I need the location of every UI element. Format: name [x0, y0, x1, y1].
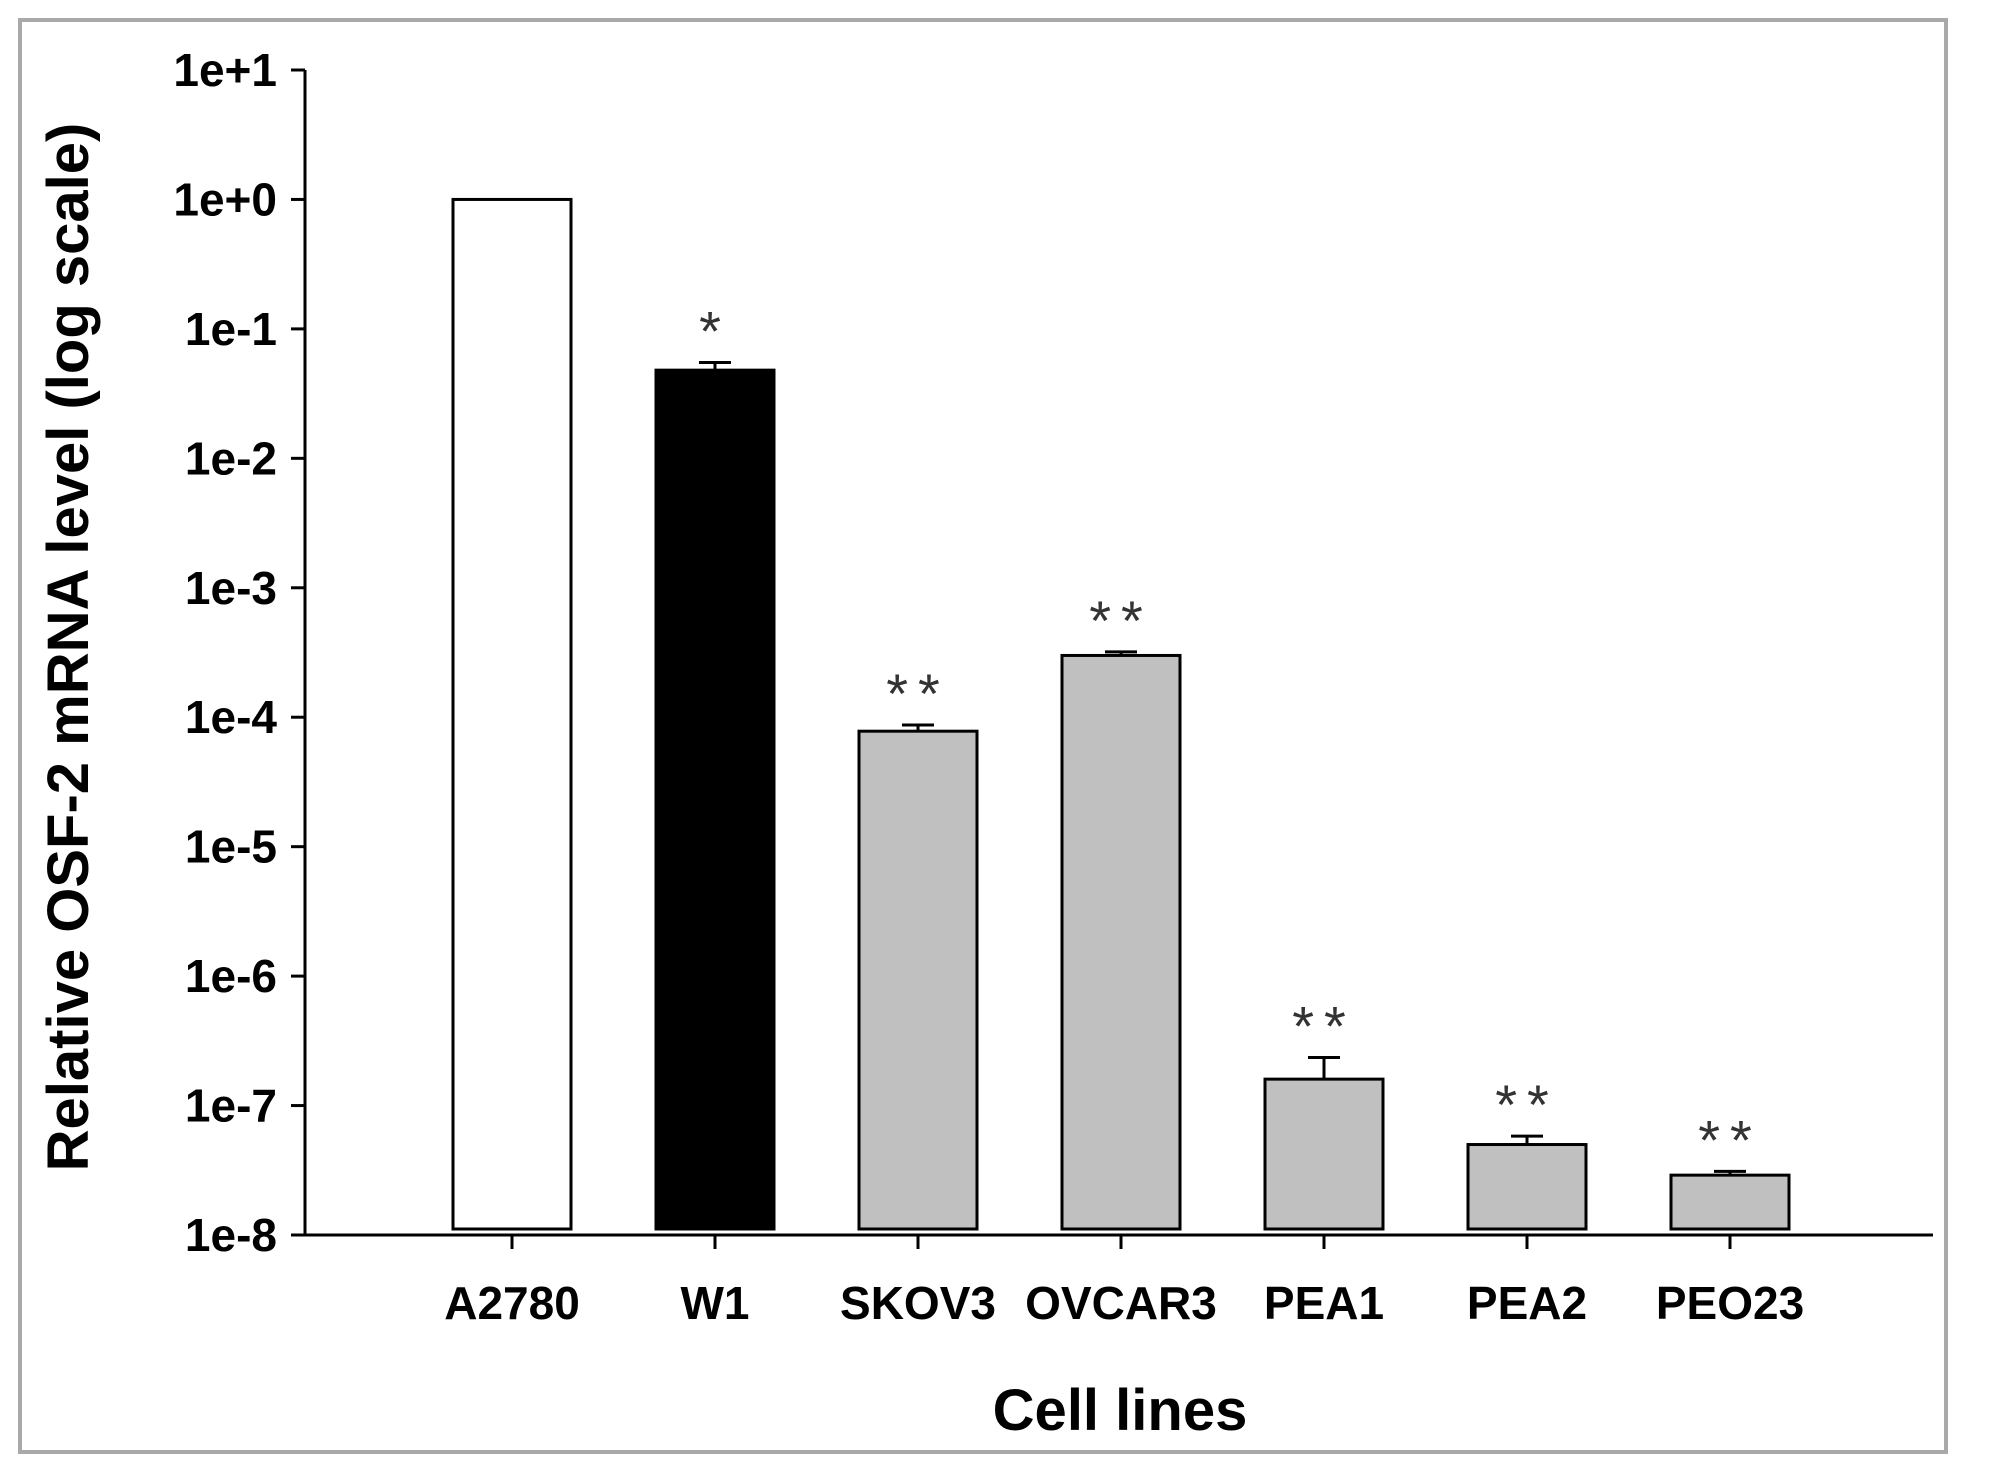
bar-pea2	[1466, 1143, 1588, 1231]
x-tick-label: PEA1	[1264, 1277, 1384, 1329]
bar-a2780	[451, 197, 573, 1231]
bar-w1	[654, 368, 776, 1231]
bar-skov3	[857, 729, 979, 1231]
y-tick-label: 1e-7	[185, 1080, 277, 1132]
significance-marker: *	[699, 299, 731, 362]
y-tick-label: 1e-1	[185, 303, 277, 355]
y-tick-label: 1e+0	[173, 173, 277, 225]
y-tick-label: 1e-4	[185, 691, 277, 743]
y-axis-ticks: 1e-8 1e-7 1e-6 1e-5 1e-4 1e-3 1e-2 1e-1 1e+0 1e+1	[173, 44, 305, 1261]
y-tick-label: 1e-6	[185, 950, 277, 1002]
y-tick-label: 1e-5	[185, 821, 277, 873]
x-tick-label: SKOV3	[840, 1277, 996, 1329]
bar-peo23	[1669, 1173, 1791, 1231]
significance-marker: **	[886, 662, 950, 725]
significance-marker: **	[1698, 1108, 1762, 1171]
figure-frame	[18, 18, 1948, 1454]
y-tick-label: 1e-2	[185, 432, 277, 484]
y-tick-label: 1e+1	[173, 44, 277, 96]
y-tick-label: 1e-3	[185, 562, 277, 614]
x-tick-label: W1	[681, 1277, 750, 1329]
error-bars	[699, 360, 1746, 1176]
bar-ovcar3	[1060, 653, 1182, 1231]
x-tick-label: PEA2	[1467, 1277, 1587, 1329]
x-tick-label: OVCAR3	[1025, 1277, 1217, 1329]
y-tick-label: 1e-8	[185, 1209, 277, 1261]
x-tick-label: A2780	[444, 1277, 580, 1329]
bars	[451, 197, 1791, 1231]
bar-pea1	[1263, 1077, 1385, 1231]
x-axis-ticks: A2780 W1 SKOV3 OVCAR3 PEA1 PEA2 PEO23	[444, 1235, 1804, 1329]
significance-marker: **	[1292, 995, 1356, 1058]
y-axis-title: Relative OSF-2 mRNA level (log scale)	[36, 123, 101, 1172]
significance-markers: ***********	[699, 299, 1762, 1171]
x-axis-title: Cell lines	[993, 1378, 1248, 1443]
significance-marker: **	[1089, 589, 1153, 652]
x-tick-label: PEO23	[1656, 1277, 1804, 1329]
significance-marker: **	[1495, 1073, 1559, 1136]
